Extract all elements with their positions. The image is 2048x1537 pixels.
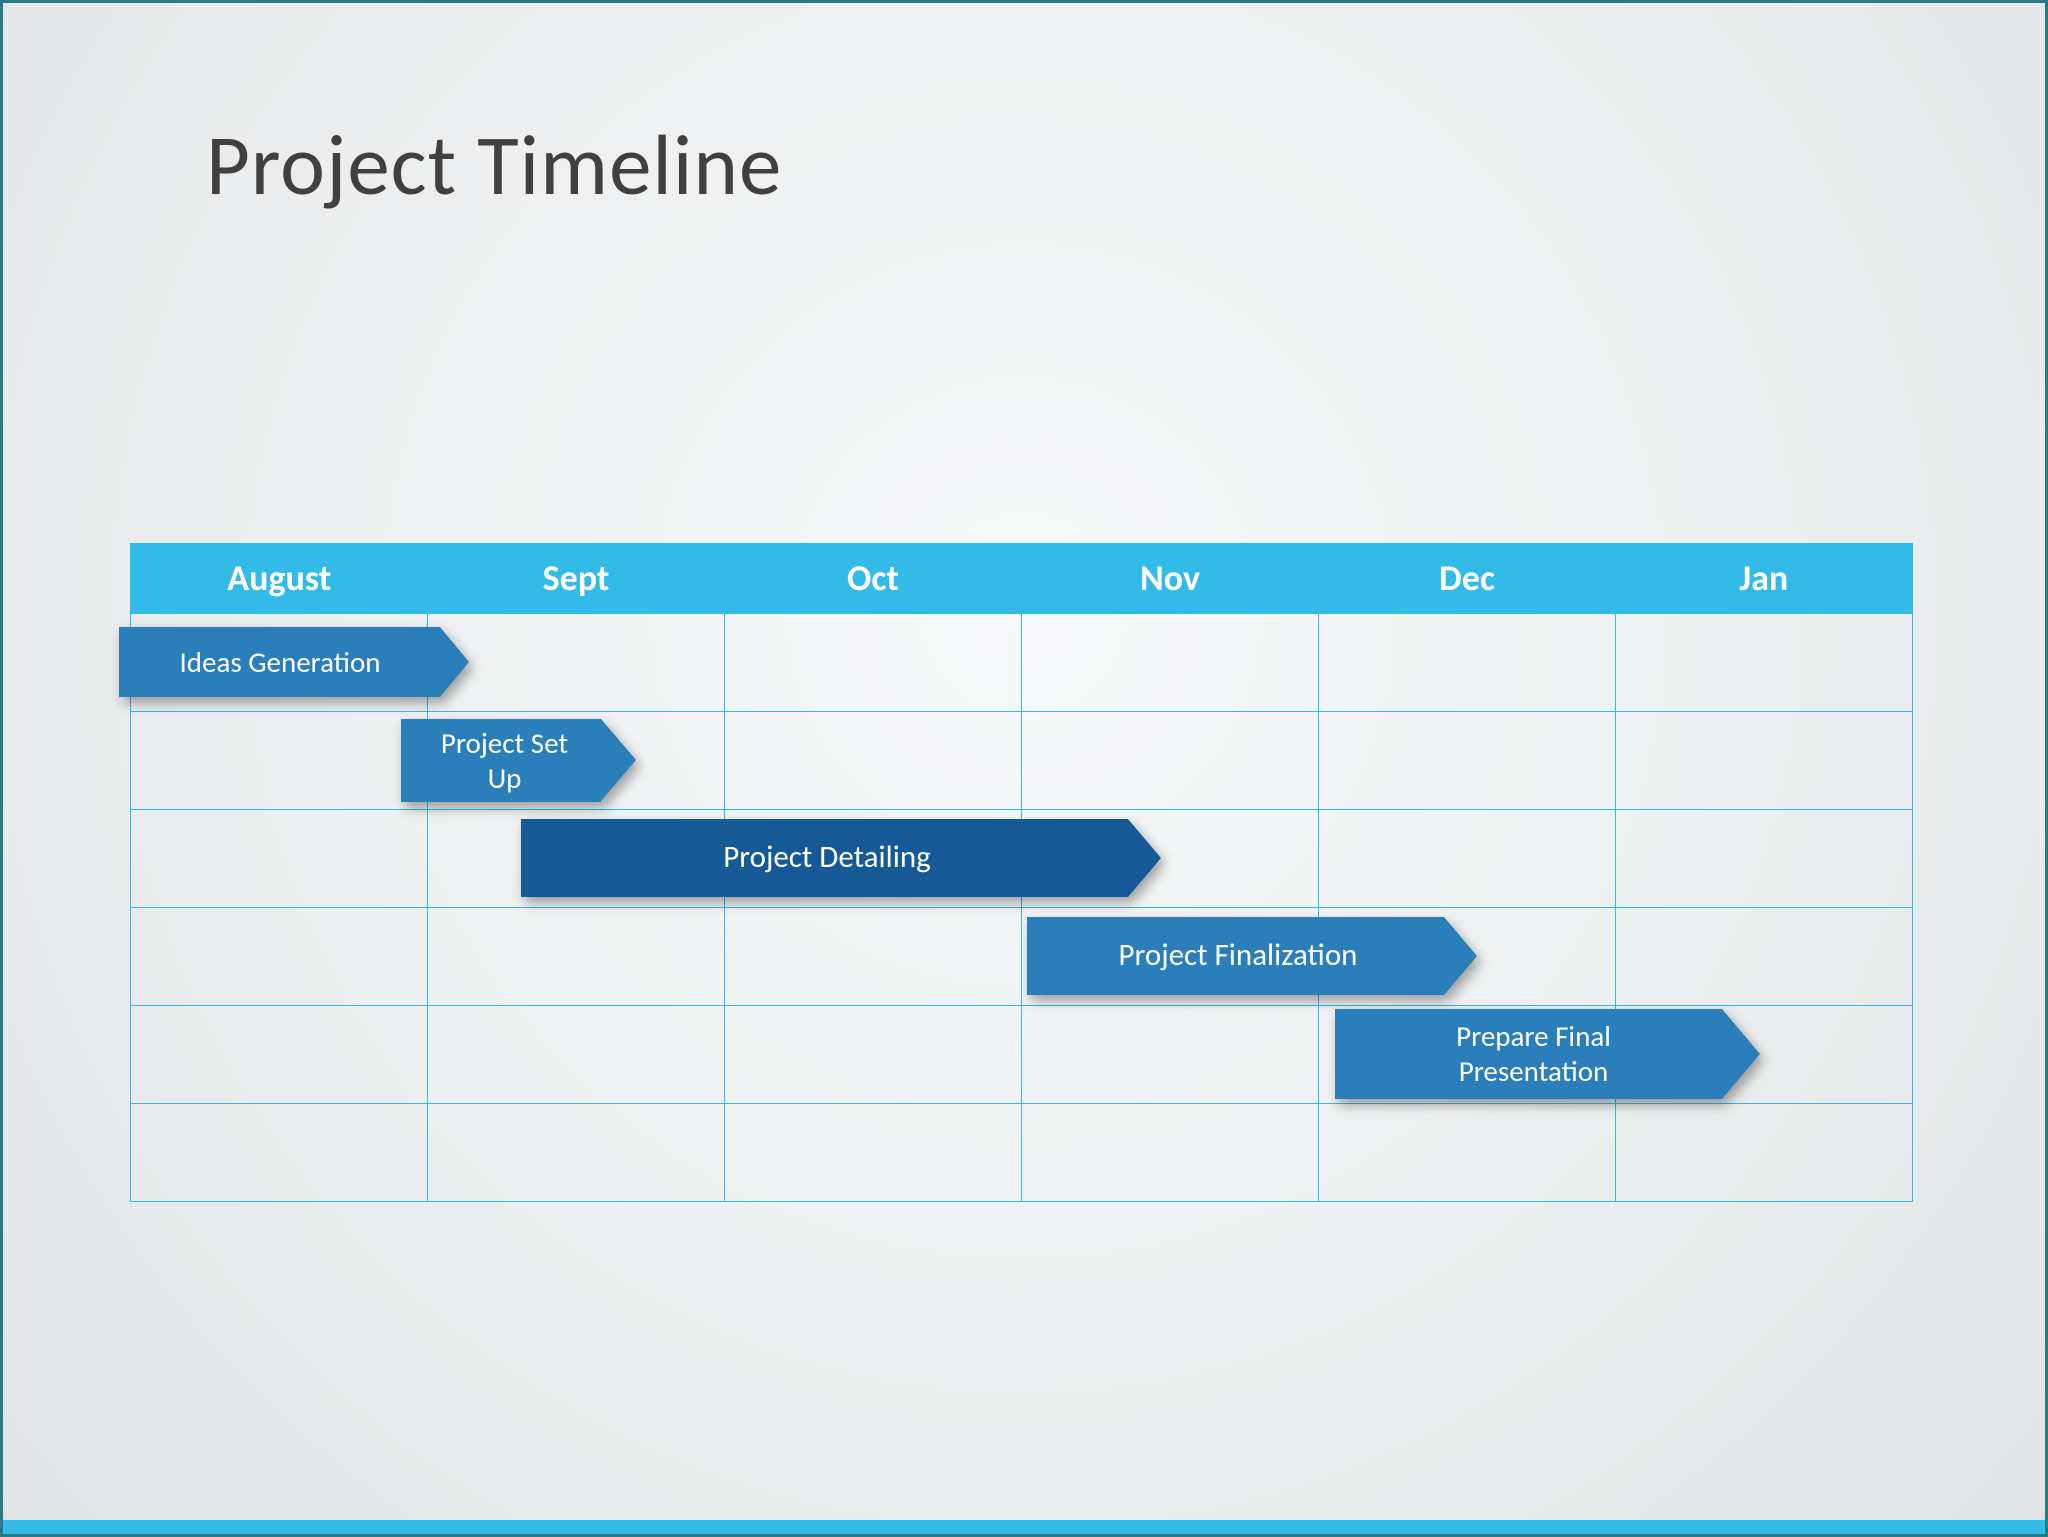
gantt-bar: Project Detailing <box>521 819 1161 897</box>
gantt-bar: Prepare Final Presentation <box>1335 1009 1760 1099</box>
gantt-bar-label: Prepare Final Presentation <box>1456 1019 1611 1089</box>
gantt-bars: Ideas Generation Project Set Up Project De… <box>3 3 2045 1534</box>
footer-bar <box>3 1520 2045 1534</box>
gantt-bar-label: Project Finalization <box>1119 937 1358 974</box>
gantt-bar-label: Project Set Up <box>441 726 568 796</box>
slide: Project Timeline AugustSeptOctNovDecJan … <box>0 0 2048 1537</box>
gantt-bar: Project Set Up <box>401 719 636 802</box>
gantt-bar: Ideas Generation <box>119 627 469 697</box>
gantt-bar-label: Ideas Generation <box>180 645 381 680</box>
gantt-bar: Project Finalization <box>1027 917 1477 995</box>
gantt-bar-label: Project Detailing <box>723 839 930 876</box>
